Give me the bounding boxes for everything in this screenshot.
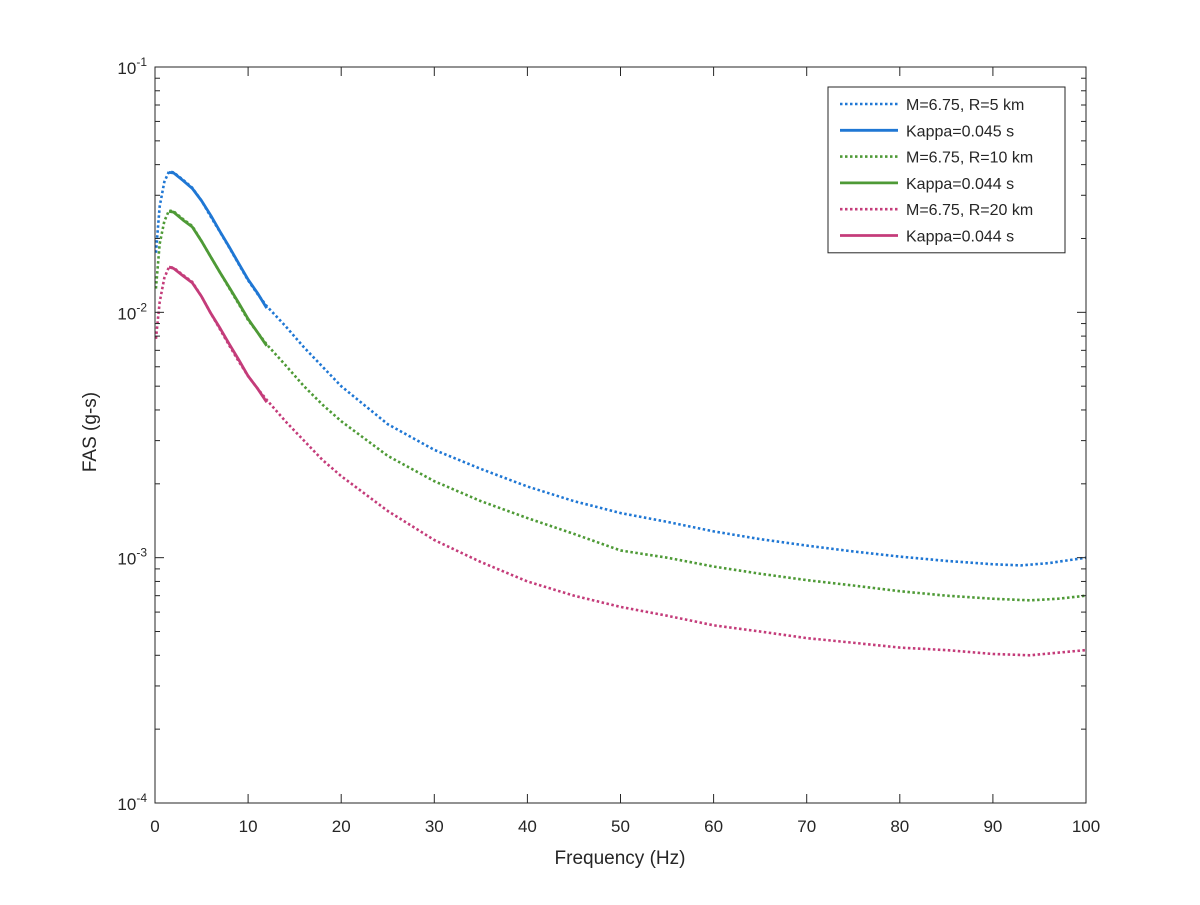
y-tick-label: 10-1 bbox=[117, 55, 147, 78]
legend-label-3: M=6.75, R=10 km bbox=[906, 150, 1033, 167]
series-line-2 bbox=[168, 170, 268, 309]
series-line-1 bbox=[154, 170, 1087, 567]
legend-label-6: Kappa=0.044 s bbox=[906, 229, 1014, 246]
x-tick-label: 50 bbox=[611, 817, 630, 836]
x-tick-label: 30 bbox=[425, 817, 444, 836]
series-line-4 bbox=[168, 209, 268, 347]
legend-label-4: Kappa=0.044 s bbox=[906, 176, 1014, 193]
x-axis-label: Frequency (Hz) bbox=[555, 848, 686, 869]
x-tick-label: 60 bbox=[704, 817, 723, 836]
axes-layer: 0 10 20 30 40 50 60 70 80 90 100 10-4 10-3 10-2 10-1 bbox=[117, 55, 1100, 836]
x-tick-label: 20 bbox=[332, 817, 351, 836]
x-tick-label: 80 bbox=[890, 817, 909, 836]
series-line-6 bbox=[168, 265, 268, 404]
x-tick-label: 40 bbox=[518, 817, 537, 836]
y-tick-label: 10-4 bbox=[117, 791, 147, 814]
series-layer bbox=[154, 170, 1087, 657]
legend-label-5: M=6.75, R=20 km bbox=[906, 202, 1033, 219]
x-tick-label: 10 bbox=[239, 817, 258, 836]
legend-label-2: Kappa=0.045 s bbox=[906, 123, 1014, 140]
x-tick-label: 70 bbox=[797, 817, 816, 836]
x-tick-label: 0 bbox=[150, 817, 159, 836]
y-axis-label: FAS (g-s) bbox=[80, 392, 101, 472]
legend-box bbox=[827, 86, 1066, 254]
legend: M=6.75, R=5 km Kappa=0.045 s M=6.75, R=10 … bbox=[827, 86, 1066, 254]
series-line-5 bbox=[154, 265, 1087, 657]
y-tick-label: 10-2 bbox=[117, 300, 147, 323]
x-tick-label: 100 bbox=[1072, 817, 1100, 836]
x-tick-label: 90 bbox=[983, 817, 1002, 836]
y-tick-label: 10-3 bbox=[117, 546, 147, 569]
legend-label-1: M=6.75, R=5 km bbox=[906, 97, 1024, 114]
